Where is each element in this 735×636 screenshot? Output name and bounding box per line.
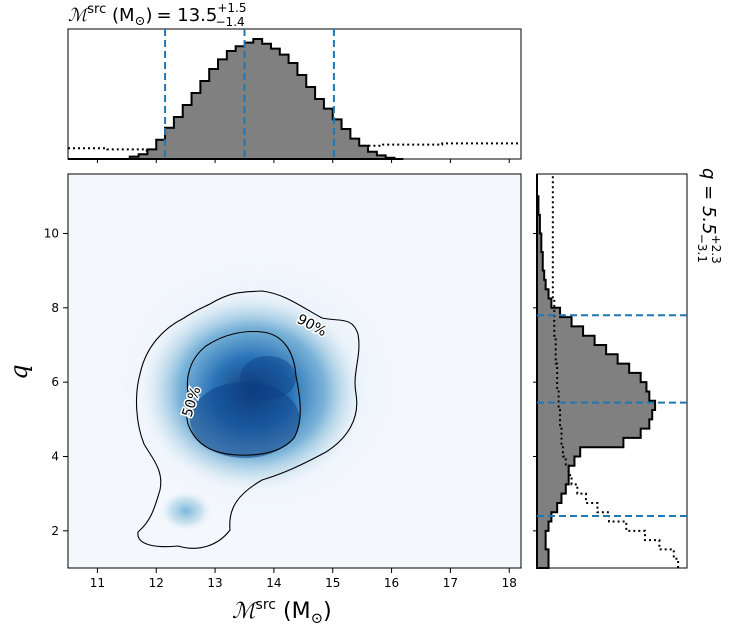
x-tick-label: 11 — [90, 576, 105, 590]
top-title-plus: +1.5 — [217, 1, 246, 15]
x-tick-label: 18 — [502, 576, 517, 590]
top-title-close: ) — [145, 5, 152, 26]
x-tick-label: 13 — [207, 576, 222, 590]
top-title-unit-sub: ⊙ — [135, 14, 146, 29]
right-title-minus: −3.1 — [695, 234, 709, 263]
top-histogram — [68, 29, 521, 160]
y-tick-label: 8 — [51, 301, 59, 315]
right-histogram — [536, 174, 687, 569]
top-title-unit: (M — [112, 5, 135, 26]
y-tick-label: 4 — [51, 449, 59, 463]
top-title-value: = 13.5 — [156, 5, 217, 26]
right-panel-title: q = 5.5+2.3−3.1 — [695, 168, 723, 264]
right-posterior-histogram — [536, 174, 657, 569]
right-title-plus: +2.3 — [709, 235, 723, 264]
x-tick-label: 14 — [266, 576, 281, 590]
contour-50 — [186, 330, 301, 456]
xlabel-unit-sub: ⊙ — [311, 609, 324, 627]
x-tick-label: 17 — [443, 576, 458, 590]
top-panel-title: ℳsrc (M⊙) = 13.5+1.5 −1.4 — [68, 1, 247, 29]
xlabel-symbol: ℳ — [232, 599, 259, 624]
top-x-ticks — [96, 159, 510, 163]
top-title-symbol: ℳ — [68, 5, 90, 26]
main-y-axis-label: q — [5, 364, 33, 379]
right-y-ticks — [533, 232, 537, 532]
xlabel-sup: src — [256, 597, 276, 613]
density-heatmap — [93, 235, 423, 535]
main-x-ticks: 11 12 13 14 15 16 17 18 — [90, 568, 517, 590]
top-title-sup: src — [87, 2, 106, 17]
xlabel-unit: (M — [283, 599, 311, 624]
right-prior-line — [551, 174, 680, 568]
right-title-value: q = 5.5 — [698, 168, 719, 235]
main-x-axis-label: ℳsrc (M⊙) — [232, 597, 332, 627]
x-tick-label: 15 — [325, 576, 340, 590]
contour-90 — [136, 290, 360, 549]
top-posterior-histogram — [68, 38, 404, 160]
main-panel-frame — [67, 173, 522, 569]
main-y-ticks: 2 4 6 8 10 — [44, 226, 68, 538]
x-tick-label: 16 — [384, 576, 399, 590]
y-tick-label: 2 — [51, 524, 59, 538]
y-tick-label: 10 — [44, 226, 59, 240]
xlabel-close: ) — [323, 599, 332, 624]
y-tick-label: 6 — [51, 375, 59, 389]
top-title-minus: −1.4 — [216, 15, 245, 29]
x-tick-label: 12 — [149, 576, 164, 590]
